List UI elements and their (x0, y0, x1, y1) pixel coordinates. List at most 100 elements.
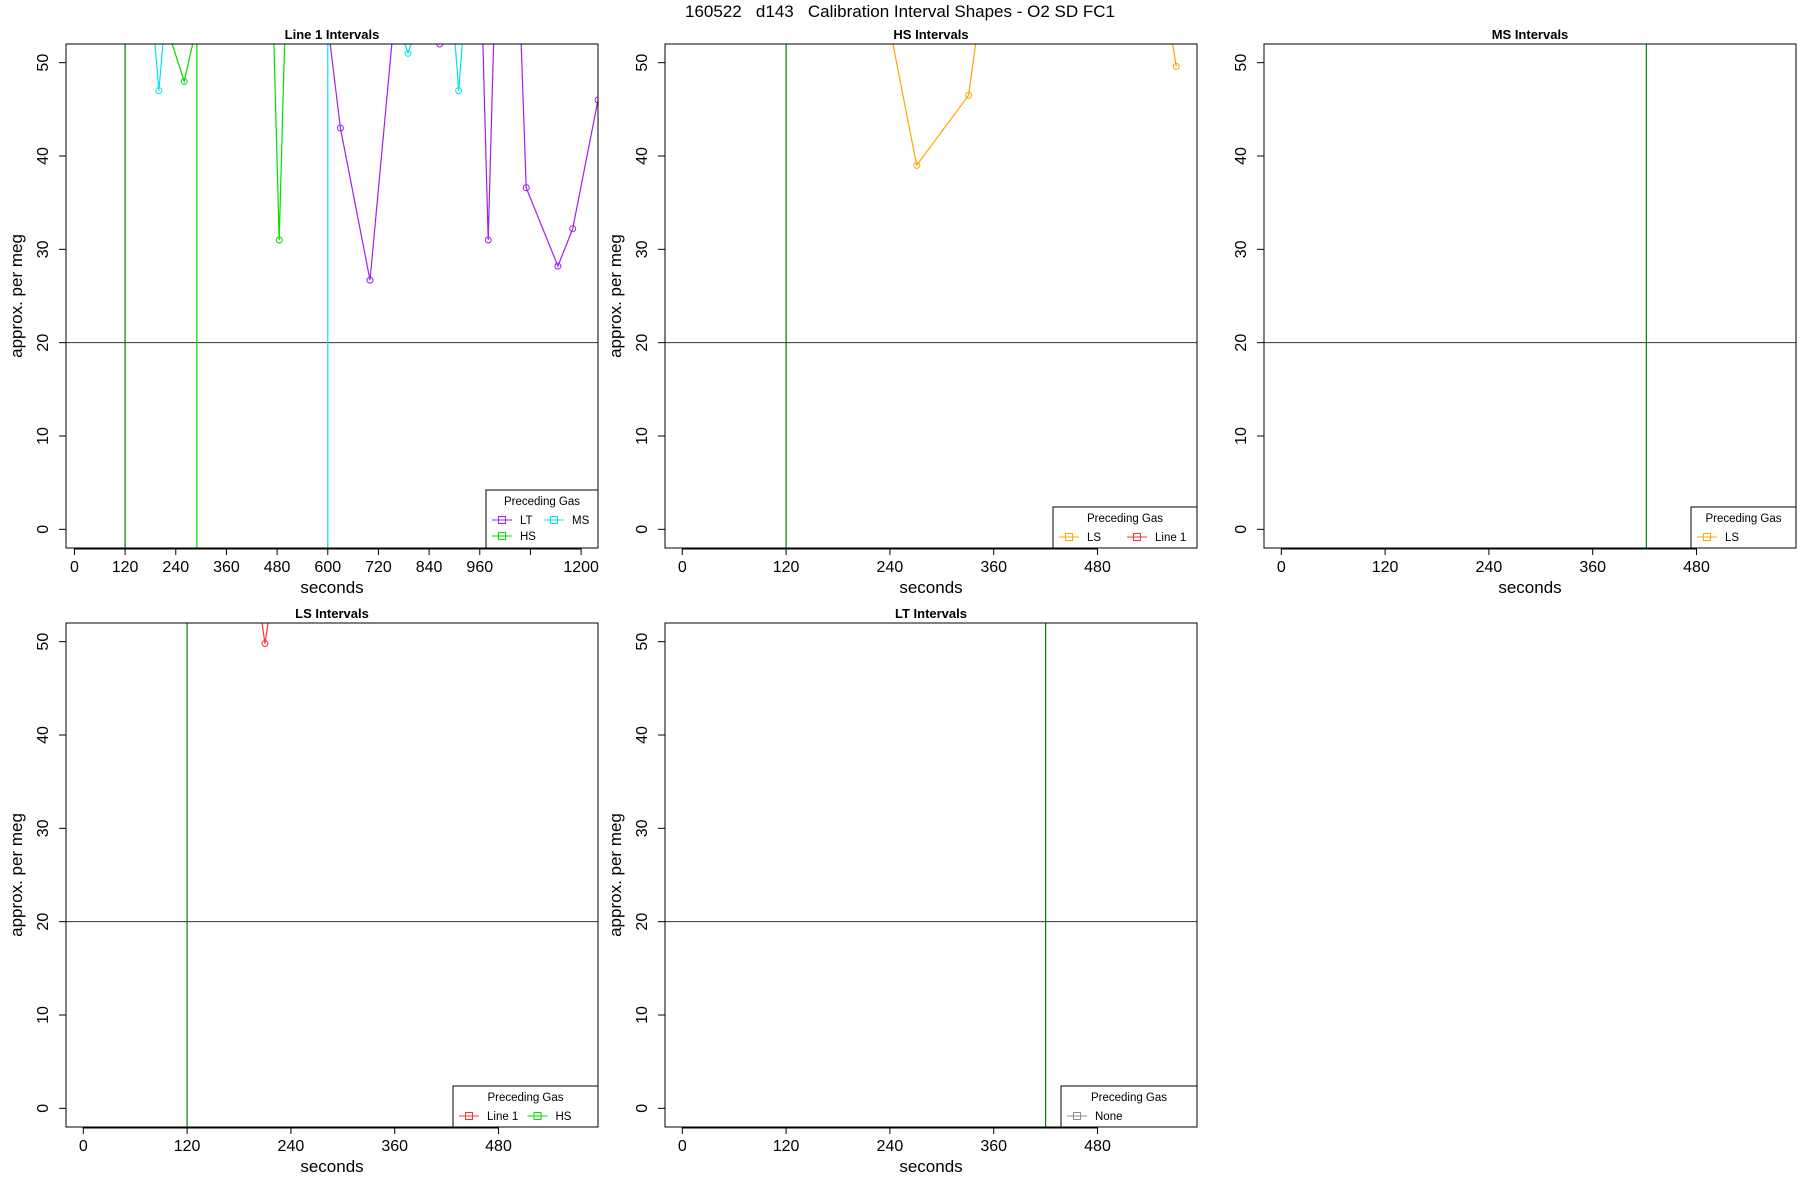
y-tick-label: 0 (35, 525, 52, 534)
y-tick-label: 40 (634, 726, 651, 744)
x-tick-label: 0 (678, 1138, 687, 1155)
y-axis-label: approx. per meg (7, 813, 26, 937)
data-point (261, 640, 269, 648)
y-tick-label: 40 (35, 147, 52, 165)
data-point (1172, 62, 1180, 70)
y-tick-label: 30 (35, 819, 52, 837)
data-point (594, 96, 598, 104)
y-tick-label: 20 (634, 334, 651, 352)
legend-swatch-marker (1073, 1112, 1081, 1120)
x-tick-label: 120 (773, 1138, 800, 1155)
x-axis-label: seconds (899, 1157, 962, 1176)
y-tick-label: 0 (634, 525, 651, 534)
y-tick-label: 30 (634, 819, 651, 837)
y-tick-label: 0 (634, 1104, 651, 1113)
y-axis-label: approx. per meg (606, 813, 625, 937)
x-tick-label: 0 (1277, 559, 1286, 576)
y-tick-label: 50 (634, 54, 651, 72)
data-point (455, 87, 463, 95)
data-point (522, 184, 530, 192)
y-tick-label: 10 (35, 427, 52, 445)
data-point (554, 262, 562, 270)
x-tick-label: 240 (1476, 559, 1503, 576)
x-tick-label: 480 (485, 1138, 512, 1155)
series-line (482, 44, 495, 241)
data-point (404, 49, 412, 57)
legend-entry-label: LS (1087, 532, 1101, 544)
legend-box (452, 1085, 599, 1128)
legend-swatch-marker (498, 532, 506, 540)
legend-box (485, 489, 599, 549)
y-tick-label: 20 (1233, 334, 1250, 352)
x-tick-label: 480 (1084, 1138, 1111, 1155)
chart-panel-1: Line 1 Intervals 0 120 240 360 480 600 720 840 96… (7, 27, 599, 597)
series-line (454, 44, 463, 91)
y-tick-label: 40 (35, 726, 52, 744)
plot-frame (664, 43, 1198, 549)
panel-title: Line 1 Intervals (285, 27, 380, 42)
series-line (404, 44, 412, 56)
y-tick-label: 10 (634, 1006, 651, 1024)
data-point (484, 236, 492, 244)
legend: Preceding Gas None (1060, 1085, 1198, 1128)
y-tick-label: 10 (35, 1006, 52, 1024)
data-point (180, 77, 188, 85)
plot-frame (65, 43, 599, 549)
x-tick-label: 120 (1372, 559, 1399, 576)
y-tick-label: 20 (35, 913, 52, 931)
x-tick-label: 840 (416, 559, 443, 576)
data-point (569, 225, 577, 233)
legend: Preceding Gas LS (1690, 506, 1797, 549)
legend-box (1690, 506, 1797, 549)
y-axis-label: approx. per meg (7, 234, 26, 358)
legend-entry-label: LS (1725, 532, 1739, 544)
page-title: 160522 d143 Calibration Interval Shapes … (685, 2, 1115, 21)
series-line (273, 44, 286, 241)
x-tick-label: 0 (678, 559, 687, 576)
x-tick-label: 480 (264, 559, 291, 576)
panel-title: LS Intervals (295, 606, 369, 621)
legend-entry-label: HS (556, 1111, 572, 1123)
y-tick-label: 50 (35, 54, 52, 72)
data-point (366, 276, 374, 284)
legend-title: Preceding Gas (504, 496, 580, 508)
x-axis-label: seconds (899, 578, 962, 597)
plot-area (1264, 44, 1796, 548)
legend-entry-label: Line 1 (487, 1111, 518, 1123)
series-line (261, 623, 269, 644)
x-tick-label: 240 (877, 1138, 904, 1155)
legend-swatch-marker (550, 516, 558, 524)
legend-swatch-marker (533, 1112, 542, 1120)
data-point (275, 236, 283, 244)
plot-area (66, 44, 598, 548)
x-axis-label: seconds (1498, 578, 1561, 597)
legend-swatch-marker (498, 516, 506, 524)
x-tick-label: 360 (980, 559, 1007, 576)
data-point (913, 161, 921, 169)
series-line (438, 44, 441, 45)
legend-swatch-marker (465, 1112, 473, 1120)
plot-frame (65, 622, 599, 1128)
x-tick-label: 480 (1084, 559, 1111, 576)
legend-swatch-marker (1133, 533, 1141, 541)
y-tick-label: 40 (1233, 147, 1250, 165)
x-tick-label: 360 (381, 1138, 408, 1155)
y-tick-label: 0 (1233, 525, 1250, 534)
x-tick-label: 240 (162, 559, 189, 576)
legend-title: Preceding Gas (1091, 1092, 1167, 1104)
x-tick-label: 360 (980, 1138, 1007, 1155)
legend: Preceding Gas Line 1 HS (452, 1085, 599, 1128)
x-tick-label: 360 (1579, 559, 1606, 576)
y-axis-label: approx. per meg (606, 234, 625, 358)
y-tick-label: 10 (1233, 427, 1250, 445)
y-tick-label: 50 (35, 633, 52, 651)
y-tick-label: 20 (35, 334, 52, 352)
plot-area (66, 623, 598, 1127)
legend-entry-label: MS (572, 515, 590, 527)
legend-title: Preceding Gas (1705, 513, 1781, 525)
x-tick-label: 120 (174, 1138, 201, 1155)
legend-entry-label: Line 1 (1155, 532, 1186, 544)
y-tick-label: 0 (35, 1104, 52, 1113)
legend: Preceding Gas LT MS HS (485, 489, 599, 549)
